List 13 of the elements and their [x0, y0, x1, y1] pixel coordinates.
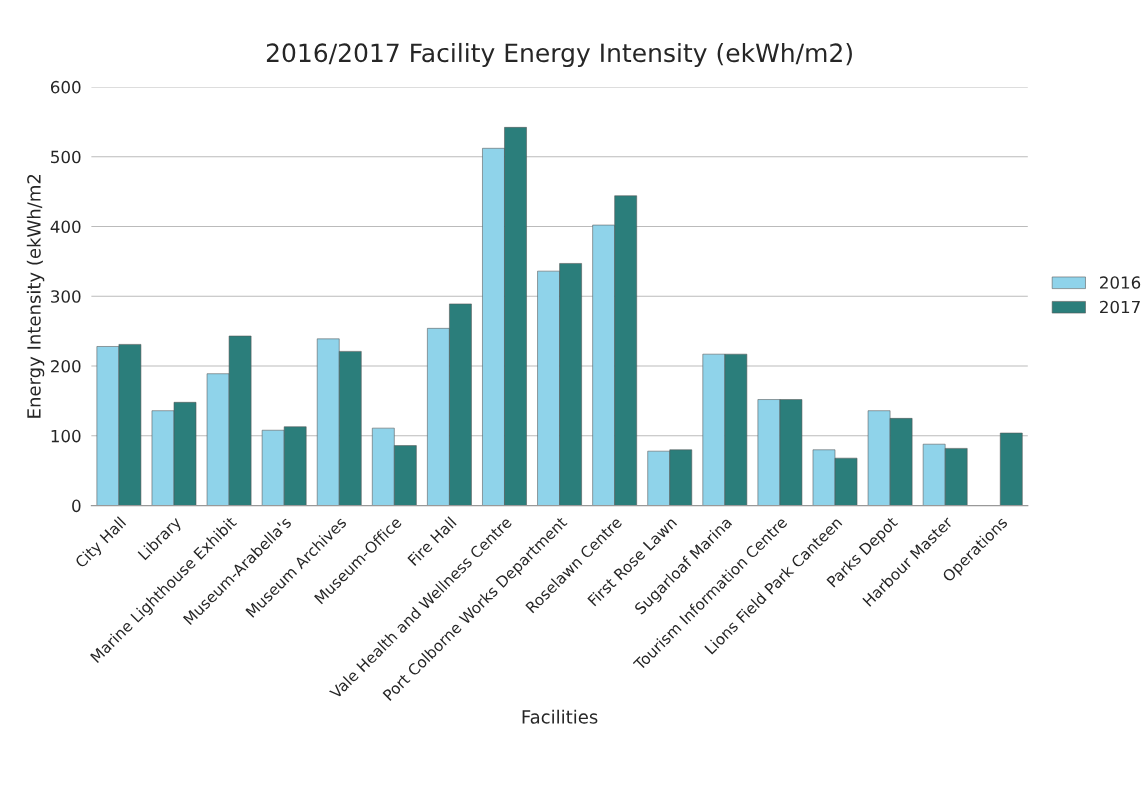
- legend-label: 2016: [1100, 276, 1141, 289]
- x-axis-title: Facilities: [522, 709, 598, 724]
- y-tick-label: 200: [51, 360, 81, 373]
- bar: [999, 432, 1023, 506]
- y-tick-label: 0: [72, 499, 81, 513]
- y-tick-label: 300: [51, 290, 81, 303]
- y-tick-label: 400: [50, 220, 81, 234]
- y-tick-label: 600: [50, 80, 81, 94]
- y-tick-label: 100: [51, 429, 81, 443]
- legend-label: 2017: [1100, 300, 1140, 314]
- chart-title: 2016/2017 Facility Energy Intensity (ekWh/m2): [266, 42, 852, 68]
- y-tick-label: 500: [51, 150, 81, 164]
- y-axis-title: Energy Intensity (ekWh/m2: [26, 174, 45, 418]
